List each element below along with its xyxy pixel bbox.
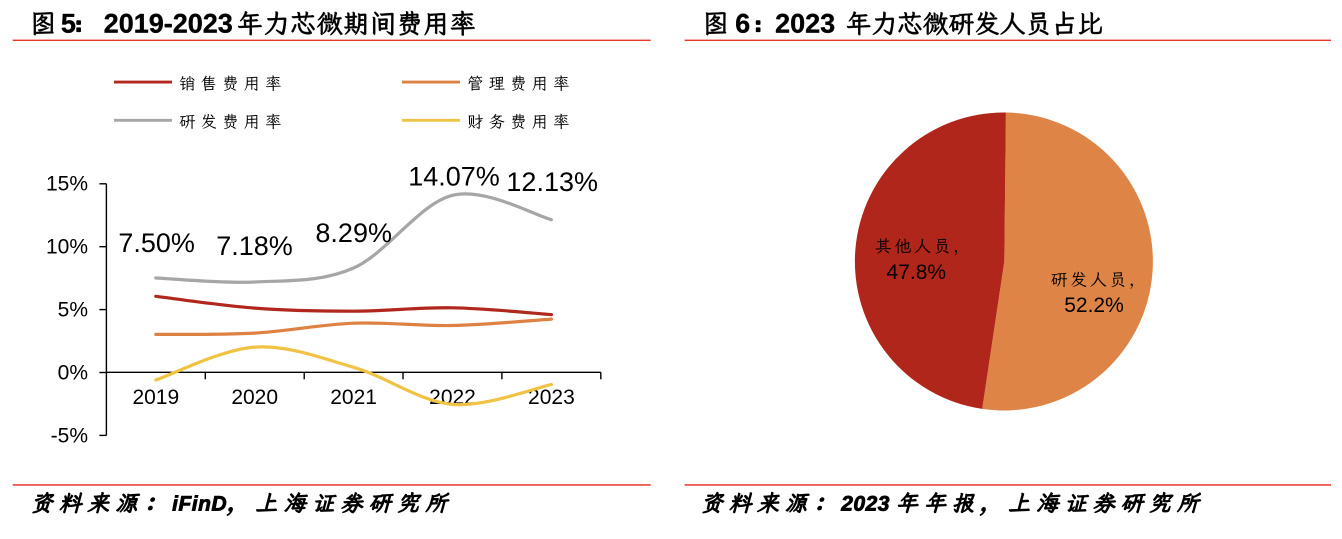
svg-text:-5%: -5%	[51, 424, 88, 447]
svg-text:12.13%: 12.13%	[506, 167, 598, 197]
svg-text:2021: 2021	[330, 386, 377, 409]
svg-text:14.07%: 14.07%	[408, 162, 500, 192]
svg-text:10%: 10%	[46, 236, 88, 259]
svg-text:7.18%: 7.18%	[216, 231, 293, 261]
svg-text:2023: 2023	[528, 386, 575, 409]
svg-text:15%: 15%	[46, 173, 88, 196]
svg-text:2019: 2019	[132, 386, 179, 409]
svg-text:5%: 5%	[58, 299, 88, 322]
svg-text:0%: 0%	[58, 361, 88, 384]
svg-text:7.50%: 7.50%	[118, 228, 195, 258]
svg-text:52.2%: 52.2%	[1064, 294, 1124, 317]
svg-text:8.29%: 8.29%	[315, 218, 392, 248]
svg-text:2020: 2020	[231, 386, 278, 409]
svg-text:47.8%: 47.8%	[887, 261, 947, 284]
